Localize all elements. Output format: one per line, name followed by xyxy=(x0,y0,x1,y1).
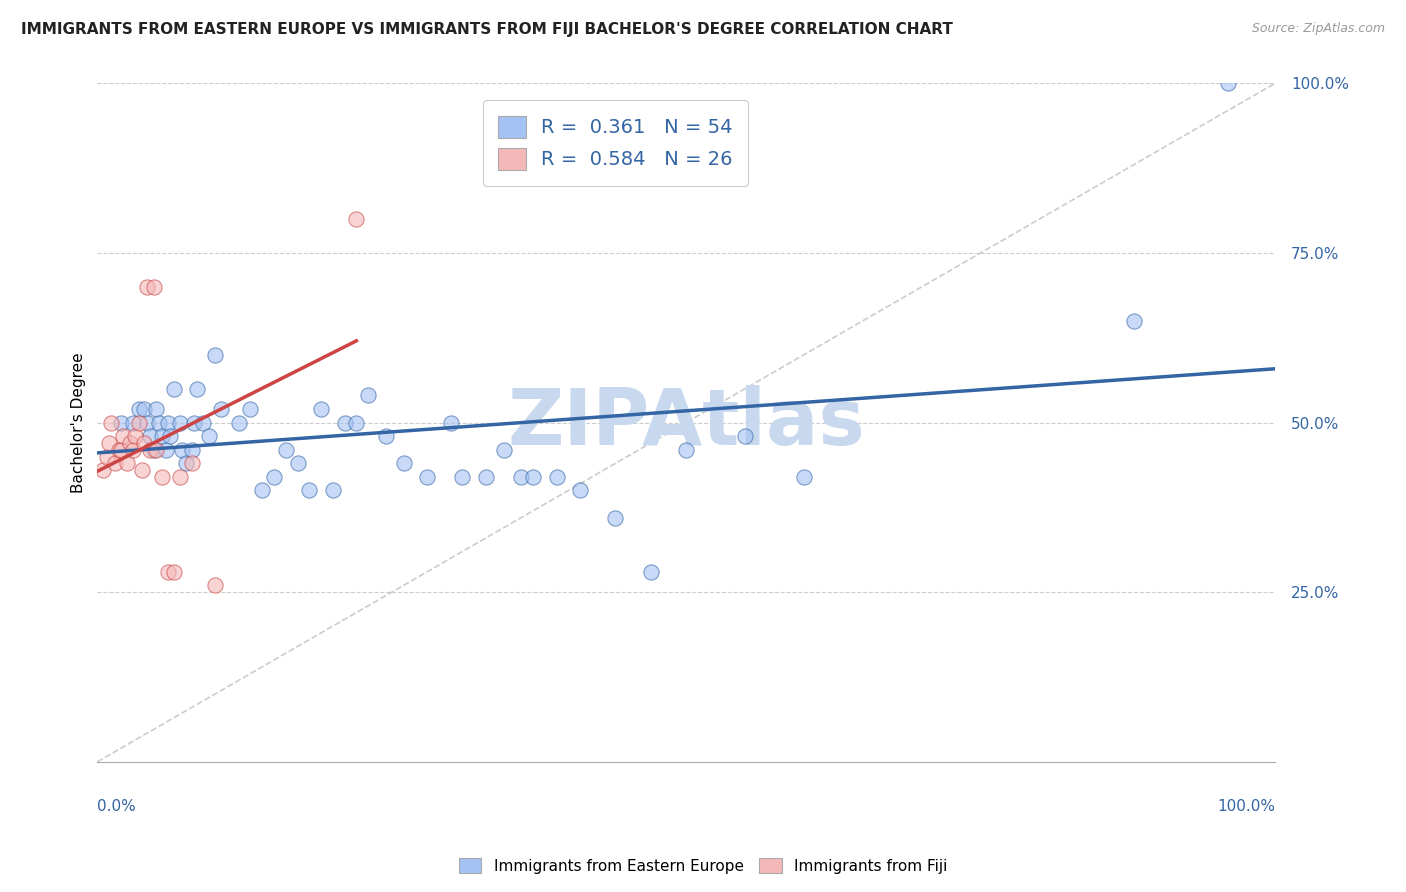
Point xyxy=(1122,314,1144,328)
Point xyxy=(135,280,157,294)
Point xyxy=(135,416,157,430)
Text: Source: ZipAtlas.com: Source: ZipAtlas.com xyxy=(1251,22,1385,36)
Point xyxy=(121,416,143,430)
Point xyxy=(204,578,226,592)
Point xyxy=(155,442,177,457)
Point xyxy=(322,483,344,498)
Point xyxy=(98,436,121,450)
Point xyxy=(475,470,498,484)
Point xyxy=(204,348,226,362)
Point xyxy=(344,212,367,227)
Point xyxy=(163,382,186,396)
Point xyxy=(374,429,396,443)
Point xyxy=(569,483,592,498)
Point xyxy=(333,416,356,430)
Point xyxy=(91,463,114,477)
Point xyxy=(209,402,232,417)
Point xyxy=(156,565,179,579)
Legend: Immigrants from Eastern Europe, Immigrants from Fiji: Immigrants from Eastern Europe, Immigran… xyxy=(453,852,953,880)
Point xyxy=(183,416,205,430)
Point xyxy=(546,470,568,484)
Point xyxy=(110,442,132,457)
Point xyxy=(169,416,191,430)
Point xyxy=(287,456,309,470)
Point xyxy=(416,470,439,484)
Text: IMMIGRANTS FROM EASTERN EUROPE VS IMMIGRANTS FROM FIJI BACHELOR'S DEGREE CORRELA: IMMIGRANTS FROM EASTERN EUROPE VS IMMIGR… xyxy=(21,22,953,37)
Point xyxy=(228,416,250,430)
Text: ZIPAtlas: ZIPAtlas xyxy=(508,384,865,460)
Point xyxy=(357,388,380,402)
Point xyxy=(174,456,197,470)
Point xyxy=(145,402,167,417)
Point xyxy=(121,442,143,457)
Point xyxy=(274,442,297,457)
Point xyxy=(439,416,461,430)
Point xyxy=(180,456,202,470)
Point xyxy=(107,442,129,457)
Point xyxy=(150,429,173,443)
Point xyxy=(110,416,132,430)
Point xyxy=(263,470,285,484)
Point xyxy=(115,456,138,470)
Point xyxy=(451,470,474,484)
Point xyxy=(492,442,515,457)
Point xyxy=(309,402,332,417)
Legend: R =  0.361   N = 54, R =  0.584   N = 26: R = 0.361 N = 54, R = 0.584 N = 26 xyxy=(482,100,748,186)
Point xyxy=(522,470,544,484)
Point xyxy=(172,442,194,457)
Point xyxy=(163,565,186,579)
Point xyxy=(139,429,162,443)
Point xyxy=(193,416,215,430)
Point xyxy=(145,442,167,457)
Point xyxy=(156,416,179,430)
Point xyxy=(605,510,627,524)
Point xyxy=(128,402,150,417)
Point xyxy=(131,463,153,477)
Point xyxy=(134,436,156,450)
Point xyxy=(1216,77,1239,91)
Point xyxy=(142,442,165,457)
Point xyxy=(169,470,191,484)
Point xyxy=(250,483,273,498)
Point xyxy=(793,470,815,484)
Point xyxy=(142,280,165,294)
Point xyxy=(392,456,415,470)
Point xyxy=(239,402,262,417)
Point xyxy=(198,429,221,443)
Point xyxy=(150,470,173,484)
Point xyxy=(159,429,181,443)
Point xyxy=(344,416,367,430)
Point xyxy=(180,442,202,457)
Point xyxy=(124,429,146,443)
Point xyxy=(104,456,127,470)
Point xyxy=(112,429,135,443)
Text: 100.0%: 100.0% xyxy=(1216,799,1275,814)
Point xyxy=(734,429,756,443)
Point xyxy=(675,442,697,457)
Point xyxy=(120,436,142,450)
Point xyxy=(139,442,162,457)
Point xyxy=(640,565,662,579)
Point xyxy=(100,416,122,430)
Point xyxy=(96,450,118,464)
Text: 0.0%: 0.0% xyxy=(97,799,136,814)
Point xyxy=(128,416,150,430)
Point xyxy=(134,402,156,417)
Point xyxy=(148,416,170,430)
Point xyxy=(298,483,321,498)
Point xyxy=(510,470,533,484)
Point xyxy=(186,382,208,396)
Y-axis label: Bachelor's Degree: Bachelor's Degree xyxy=(72,352,86,493)
